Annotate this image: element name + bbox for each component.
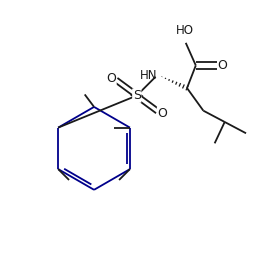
Text: S: S [133, 89, 141, 102]
Text: O: O [157, 107, 167, 120]
Text: O: O [218, 59, 228, 72]
Text: HN: HN [140, 69, 157, 82]
Text: O: O [106, 72, 116, 85]
Text: HO: HO [176, 24, 193, 37]
